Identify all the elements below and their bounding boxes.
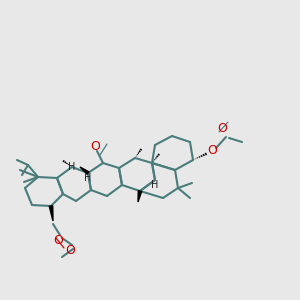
- Polygon shape: [138, 191, 142, 202]
- Polygon shape: [49, 206, 53, 221]
- Text: O: O: [90, 140, 100, 152]
- Text: H: H: [68, 162, 76, 172]
- Text: H: H: [84, 173, 92, 183]
- Text: O: O: [53, 233, 63, 247]
- Text: O: O: [217, 122, 227, 136]
- Text: H: H: [151, 180, 159, 190]
- Text: O: O: [207, 143, 217, 157]
- Polygon shape: [80, 167, 89, 174]
- Text: O: O: [65, 244, 75, 257]
